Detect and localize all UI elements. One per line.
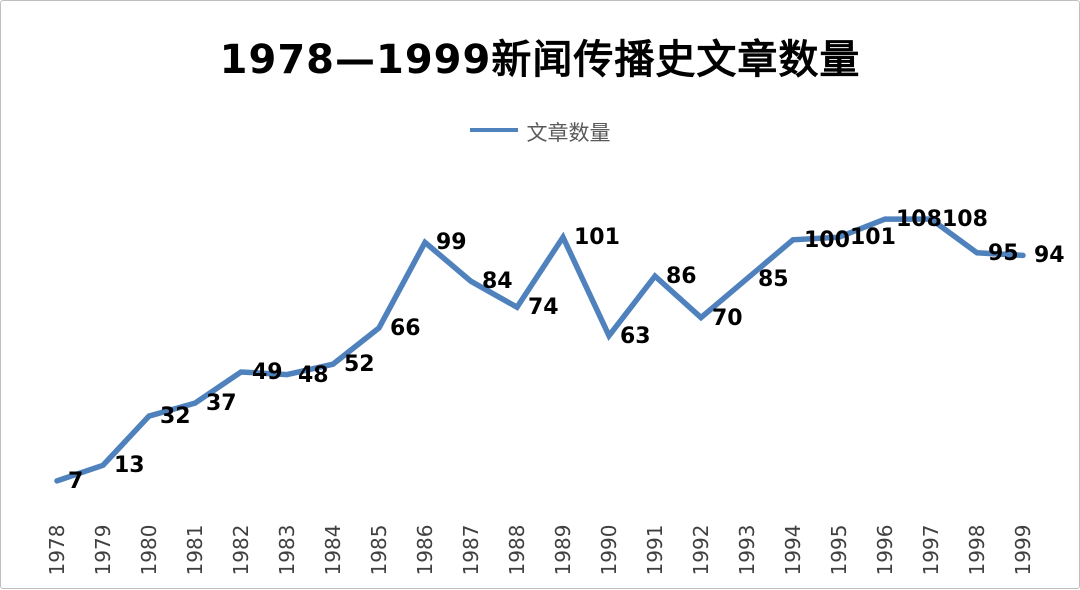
x-axis-label: 1996: [873, 524, 897, 576]
chart-title: 1978—1999新闻传播史文章数量: [219, 37, 861, 83]
data-label: 13: [114, 453, 145, 478]
data-label: 52: [344, 352, 375, 377]
series-line: [54, 216, 1026, 484]
data-label: 94: [1034, 243, 1065, 268]
x-axis-label: 1981: [183, 524, 207, 576]
legend-label: 文章数量: [526, 121, 611, 145]
x-axis-label: 1987: [459, 524, 483, 576]
x-axis-label: 1979: [91, 524, 115, 576]
data-label: 95: [988, 241, 1019, 266]
x-axis-label: 1982: [229, 524, 253, 576]
data-label: 101: [850, 225, 896, 250]
x-axis-label: 1988: [505, 524, 529, 576]
x-axis-label: 1993: [735, 524, 759, 576]
x-axis-label: 1983: [275, 524, 299, 576]
x-axis-label: 1990: [597, 524, 621, 576]
data-label: 66: [390, 316, 421, 341]
x-axis-label: 1989: [551, 524, 575, 576]
x-axis-label: 1985: [367, 524, 391, 576]
data-label: 108: [942, 207, 988, 232]
data-label: 37: [206, 391, 237, 416]
x-axis-label: 1994: [781, 524, 805, 576]
x-axis-label: 1992: [689, 524, 713, 576]
legend: 文章数量: [1, 117, 1079, 147]
data-label: 86: [666, 264, 697, 289]
data-label: 63: [620, 324, 651, 349]
x-axis-label: 1999: [1011, 524, 1035, 576]
data-label: 48: [298, 363, 329, 388]
data-label: 7: [68, 469, 84, 494]
x-axis-label: 1986: [413, 524, 437, 576]
legend-line-swatch: [469, 128, 518, 132]
x-axis-label: 1991: [643, 524, 667, 576]
data-label: 108: [896, 207, 942, 232]
data-label: 74: [528, 295, 559, 320]
x-axis-label: 1997: [919, 524, 943, 576]
data-label: 32: [160, 404, 191, 429]
data-label: 84: [482, 269, 513, 294]
data-label: 101: [574, 225, 620, 250]
x-axis-label: 1995: [827, 524, 851, 576]
data-label: 70: [712, 306, 743, 331]
x-axis-label: 1998: [965, 524, 989, 576]
x-axis-label: 1980: [137, 524, 161, 576]
data-label: 49: [252, 360, 283, 385]
data-label: 85: [758, 267, 789, 292]
data-label: 99: [436, 230, 467, 255]
x-axis-label: 1984: [321, 524, 345, 576]
data-label: 100: [804, 228, 850, 253]
x-axis-label: 1978: [45, 524, 69, 576]
